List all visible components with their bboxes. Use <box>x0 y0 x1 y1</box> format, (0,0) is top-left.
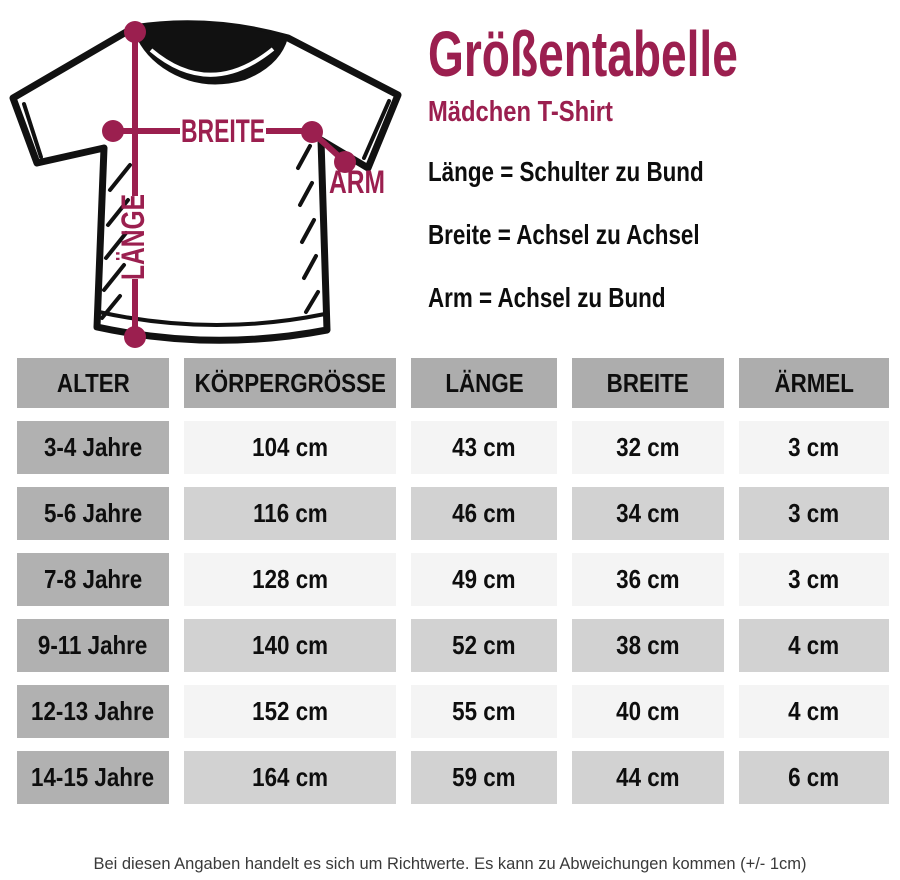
col-header-koerpergroesse: KÖRPERGRÖSSE <box>184 358 396 408</box>
row-age-cell: 9-11 Jahre <box>17 619 169 672</box>
measure-dot <box>301 121 323 143</box>
measure-dot <box>102 120 124 142</box>
title-block: Größentabelle Mädchen T-Shirt <box>428 22 858 127</box>
definition-laenge: Länge = Schulter zu Bund <box>428 156 704 187</box>
col-header-breite: BREITE <box>572 358 724 408</box>
page-title: Größentabelle <box>428 18 738 90</box>
tshirt-collar <box>133 22 288 85</box>
definition-breite: Breite = Achsel zu Achsel <box>428 219 700 250</box>
col-header-aermel: ÄRMEL <box>739 358 889 408</box>
col-header-laenge: LÄNGE <box>411 358 557 408</box>
tshirt-left-cuff-line <box>22 102 43 159</box>
row-age-cell: 7-8 Jahre <box>17 553 169 606</box>
size-value-cell: 164 cm <box>184 751 396 804</box>
size-value-cell: 3 cm <box>739 487 889 540</box>
tshirt-right-cuff-line <box>362 99 391 160</box>
size-value-cell: 49 cm <box>411 553 557 606</box>
page-subtitle: Mädchen T-Shirt <box>428 96 613 128</box>
size-value-cell: 44 cm <box>572 751 724 804</box>
arm-label: ARM <box>329 164 385 200</box>
definition-arm: Arm = Achsel zu Bund <box>428 282 666 313</box>
size-value-cell: 3 cm <box>739 421 889 474</box>
measure-dot <box>124 21 146 43</box>
tshirt-measurement-diagram: BREITE ARM LÄNGE <box>0 0 410 355</box>
size-value-cell: 140 cm <box>184 619 396 672</box>
size-value-cell: 116 cm <box>184 487 396 540</box>
size-value-cell: 34 cm <box>572 487 724 540</box>
row-age-cell: 14-15 Jahre <box>17 751 169 804</box>
size-value-cell: 43 cm <box>411 421 557 474</box>
size-table: ALTER KÖRPERGRÖSSE LÄNGE BREITE ÄRMEL 3-… <box>17 358 889 804</box>
size-value-cell: 152 cm <box>184 685 396 738</box>
size-value-cell: 36 cm <box>572 553 724 606</box>
measure-dot <box>124 326 146 348</box>
size-value-cell: 52 cm <box>411 619 557 672</box>
laenge-label: LÄNGE <box>115 194 151 280</box>
size-value-cell: 3 cm <box>739 553 889 606</box>
size-value-cell: 6 cm <box>739 751 889 804</box>
breite-label: BREITE <box>181 113 265 149</box>
tshirt-diagram-svg: BREITE ARM LÄNGE <box>9 20 402 348</box>
size-value-cell: 46 cm <box>411 487 557 540</box>
measurement-dots <box>102 21 356 348</box>
tshirt-hem-line <box>98 310 326 327</box>
row-age-cell: 12-13 Jahre <box>17 685 169 738</box>
size-value-cell: 59 cm <box>411 751 557 804</box>
tshirt-collar-rib <box>149 47 275 77</box>
row-age-cell: 3-4 Jahre <box>17 421 169 474</box>
size-value-cell: 4 cm <box>739 685 889 738</box>
size-value-cell: 32 cm <box>572 421 724 474</box>
size-value-cell: 128 cm <box>184 553 396 606</box>
size-value-cell: 38 cm <box>572 619 724 672</box>
size-value-cell: 104 cm <box>184 421 396 474</box>
col-header-alter: ALTER <box>17 358 169 408</box>
row-age-cell: 5-6 Jahre <box>17 487 169 540</box>
tshirt-hatching <box>100 144 320 320</box>
size-value-cell: 4 cm <box>739 619 889 672</box>
size-value-cell: 55 cm <box>411 685 557 738</box>
measure-dot <box>334 151 356 173</box>
measurement-definitions: Länge = Schulter zu Bund Breite = Achsel… <box>428 157 773 346</box>
size-value-cell: 40 cm <box>572 685 724 738</box>
footnote-text: Bei diesen Angaben handelt es sich um Ri… <box>93 854 807 873</box>
